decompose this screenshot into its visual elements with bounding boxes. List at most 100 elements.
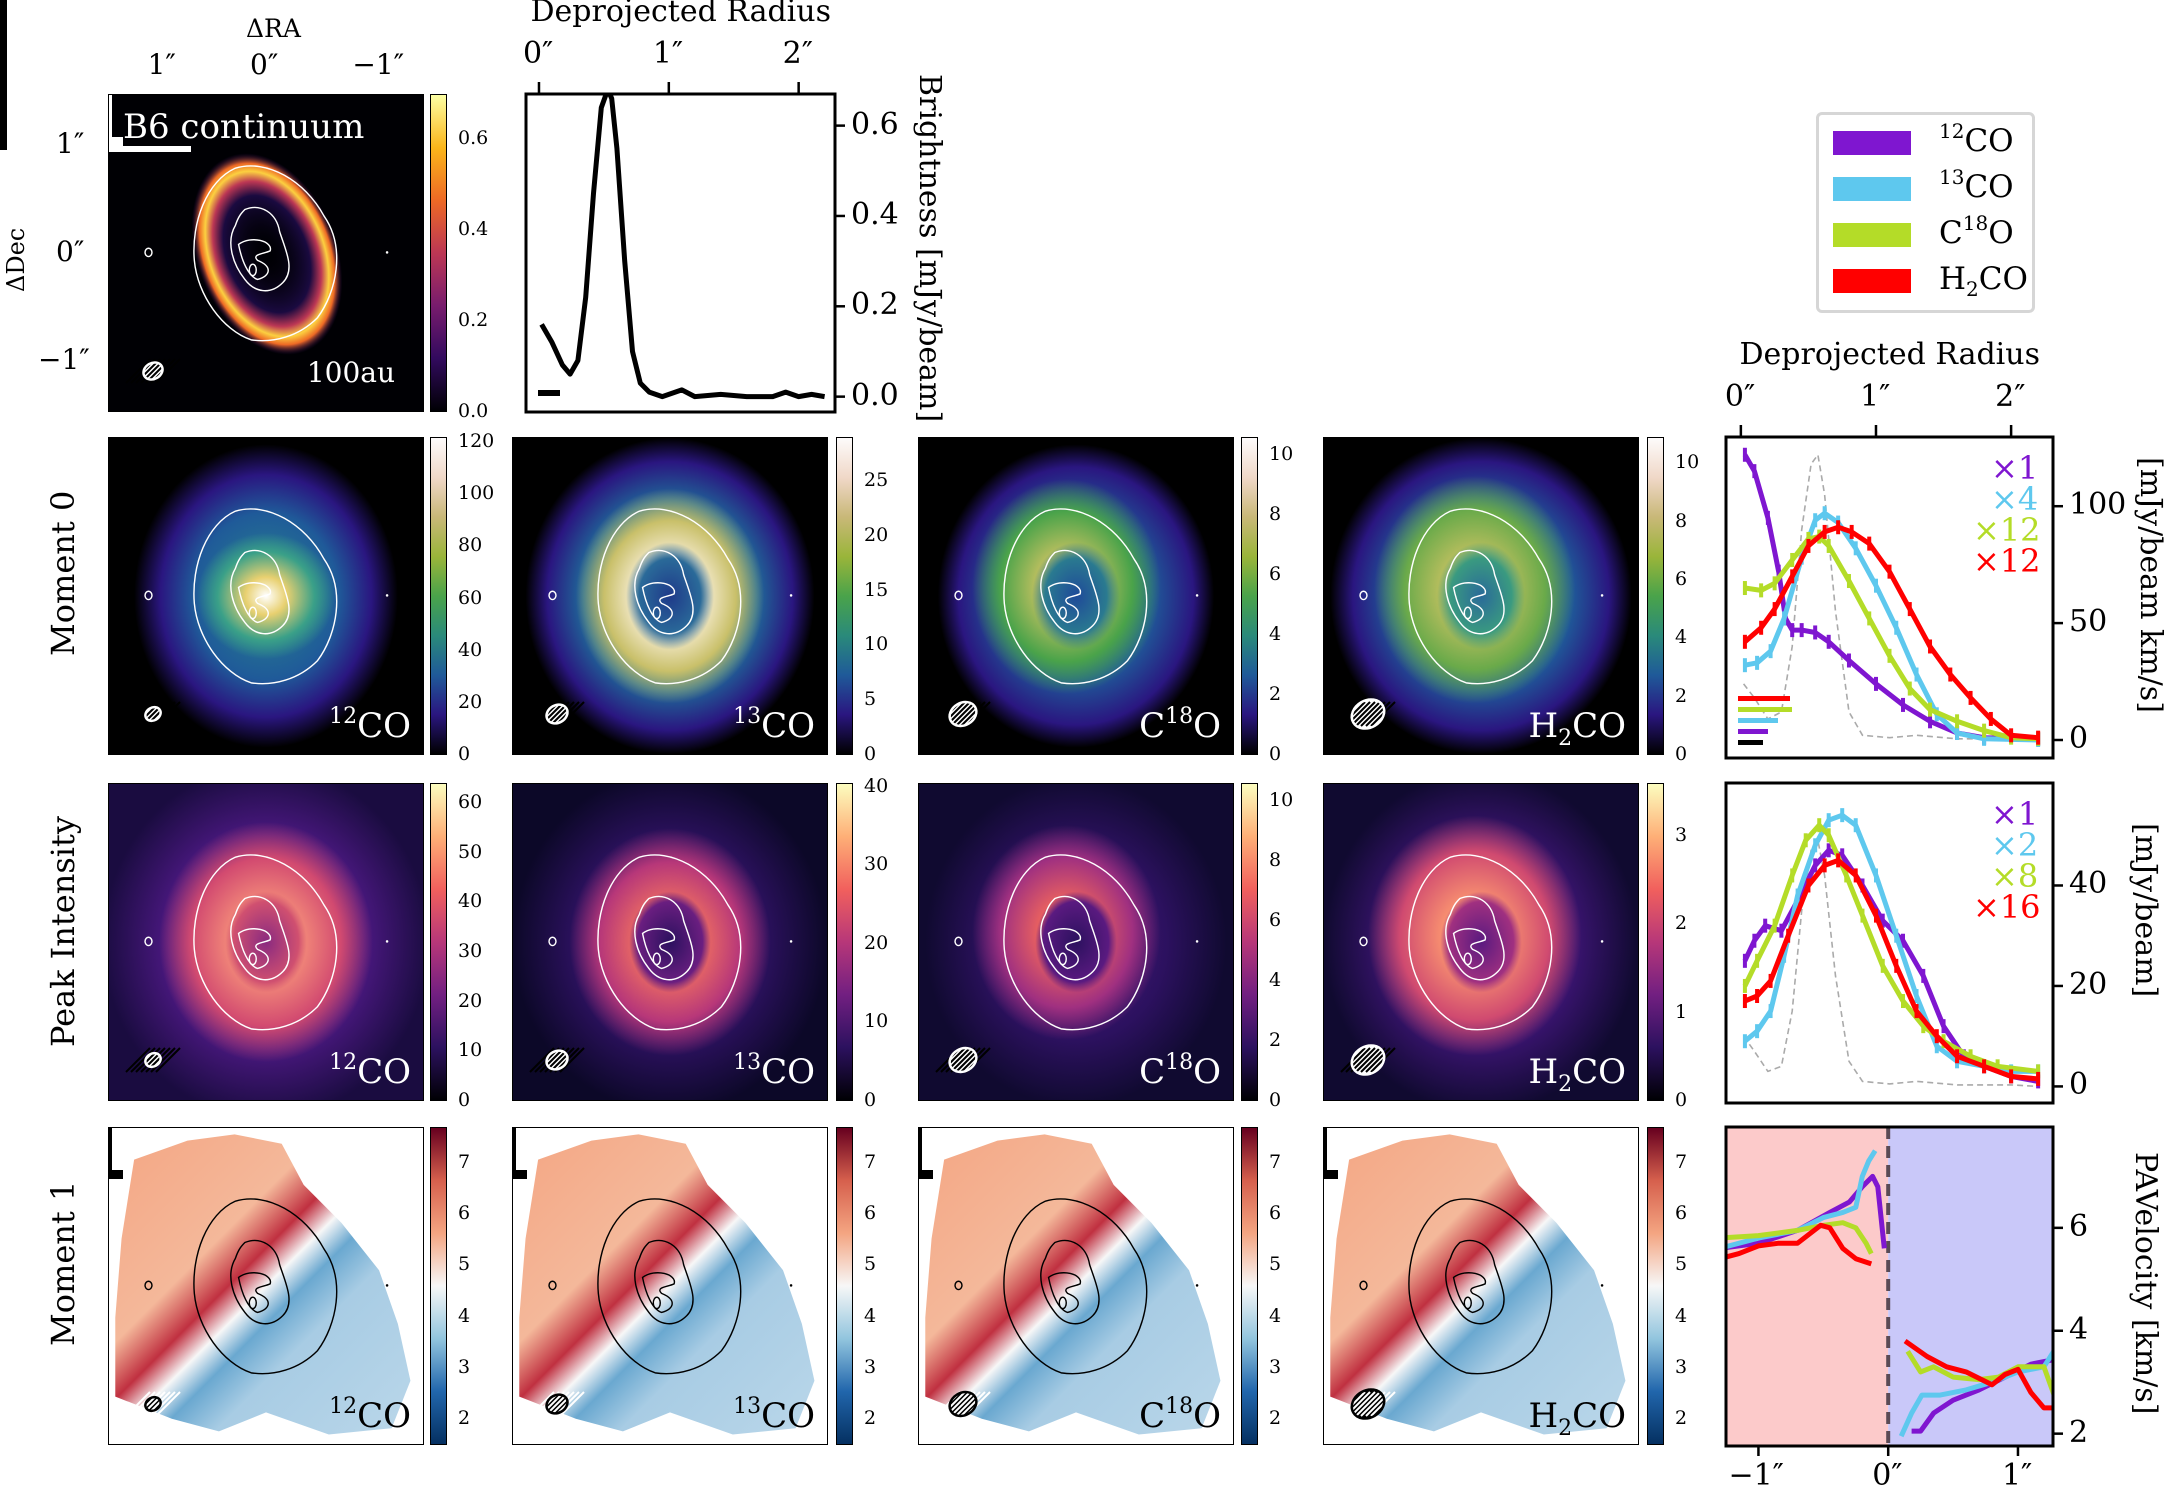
series-line-H2CO [1726,1222,1873,1267]
outer-blob-contour [144,590,153,601]
colorbar-tick [0,112,7,114]
dot-contour [789,940,793,943]
beam-icon [529,1391,585,1417]
x-tick-label: 0″ [1724,379,1756,414]
colorbar-tick-label: 3 [1269,1356,1282,1379]
legend-swatch [1833,177,1911,201]
molecule-label-part: 12 [329,1394,358,1419]
colorbar-tick [0,140,7,142]
colorbar-tick [0,80,7,82]
colorbar-tick-label: 7 [458,1150,471,1173]
colorbar [1241,783,1258,1101]
plot-frame [1724,1125,2055,1448]
inner-contour [652,952,661,966]
colorbar-tick [0,102,7,104]
y-axis-label: [mJy/beam] [2128,823,2163,998]
y-tick-label: 20 [2069,966,2108,1002]
molecule-label-part: C [1939,215,1963,251]
molecule-label: H2CO [1528,1052,1626,1096]
colorbar-tick [0,106,7,108]
dec-tick [109,143,123,146]
chart-peak_intensity_profile [1724,781,2063,1105]
inner-contour [230,1239,290,1325]
molecule-label-part: CO [1978,261,2028,297]
x-tick-label: −1″ [1728,1458,1784,1493]
continuum-map: B6 continuum 100au [108,94,424,412]
y-tick-label: 0.2 [851,287,899,323]
molecule-label-part: O [1193,706,1221,746]
dec-tick [109,1176,123,1179]
y-axis-label: [mJy/beam km/s] [2133,457,2168,713]
inner-contour [1463,606,1472,620]
colorbar-tick [0,86,7,88]
colorbar-tick [0,2,7,4]
outer-contour [193,165,338,342]
continuum-map-label: B6 continuum [123,107,365,147]
inner-contour [1040,1239,1100,1325]
molecule-label: H2CO [1939,261,2028,299]
colorbar-tick-label: 6 [1269,1202,1282,1225]
colorbar-tick [0,34,7,36]
series-line-continuum (scaled) [1742,839,2039,1088]
series-line-H2CO [1903,1338,2053,1411]
x-tick-label: 2″ [1995,379,2026,414]
ra-tick [109,1142,112,1156]
colorbar-tick-label: 100 [458,482,495,505]
beam-icon [935,1046,991,1074]
colorbar-tick [0,42,7,44]
molecule-label-part: 13 [733,1394,762,1419]
ra-tick-label: 0″ [250,48,279,81]
colorbar-tick-label: 10 [1269,789,1294,811]
molecule-label-part: CO [1964,169,2014,205]
ra-tick [919,1156,922,1170]
contour-overlay [144,854,389,1031]
molecule-label-part: O [1193,1052,1221,1092]
colorbar-tick-label: 2 [1675,912,1688,935]
colorbar-tick [0,124,7,126]
colorbar-tick-label: 10 [864,633,889,656]
dec-tick-label: −1″ [38,343,90,377]
map-moment0-H2CO: H2CO [1323,437,1639,755]
dec-tick [919,1173,933,1176]
colorbar-tick-label: 0 [458,743,471,765]
inner-contour [652,606,661,620]
ra-tick [109,109,112,123]
dec-tick [1324,1173,1338,1176]
series-line-12CO [1726,1173,1887,1251]
colorbar-tick [0,142,7,144]
colorbar-tick-label: 7 [864,1150,877,1173]
colorbar-tick [0,36,7,38]
ra-tick [919,1128,922,1142]
dec-tick-label: 1″ [56,126,85,160]
colorbar-tick-label: 30 [458,939,483,962]
dec-tick [109,1173,123,1176]
y-tick-label: 0.0 [851,377,899,413]
contour-overlay [954,508,1199,685]
colorbar-tick [0,4,7,6]
colorbar [1647,437,1664,755]
outer-contour [193,508,338,685]
dec-tick [513,1170,527,1173]
colorbar-tick-label: 4 [1675,1304,1688,1327]
colorbar-tick-label: 0 [864,1089,877,1111]
colorbar-tick [0,116,7,118]
dot-contour [1600,1284,1604,1287]
ra-tick-label: −1″ [352,48,405,81]
colorbar-tick-label: 4 [458,1304,471,1327]
inner-contour [248,952,257,966]
outer-blob-contour [144,936,153,947]
outer-contour [1408,854,1553,1031]
chart-moment0_profile [1724,425,2063,760]
colorbar-tick-label: 0 [1269,1089,1282,1111]
molecule-label-part: 18 [1165,1394,1194,1419]
dec-tick [513,1173,527,1176]
beam-icon [935,1390,991,1418]
colorbar-tick-label: 5 [864,688,877,711]
series-line-12CO [1742,453,2039,742]
colorbar-tick-label: 6 [1675,1202,1688,1225]
inner-contour [1445,895,1505,981]
ra-tick [1324,1142,1327,1156]
beam-size-bar [1738,718,1778,723]
molecule-label-part: 2 [1558,726,1573,751]
colorbar [1647,783,1664,1101]
